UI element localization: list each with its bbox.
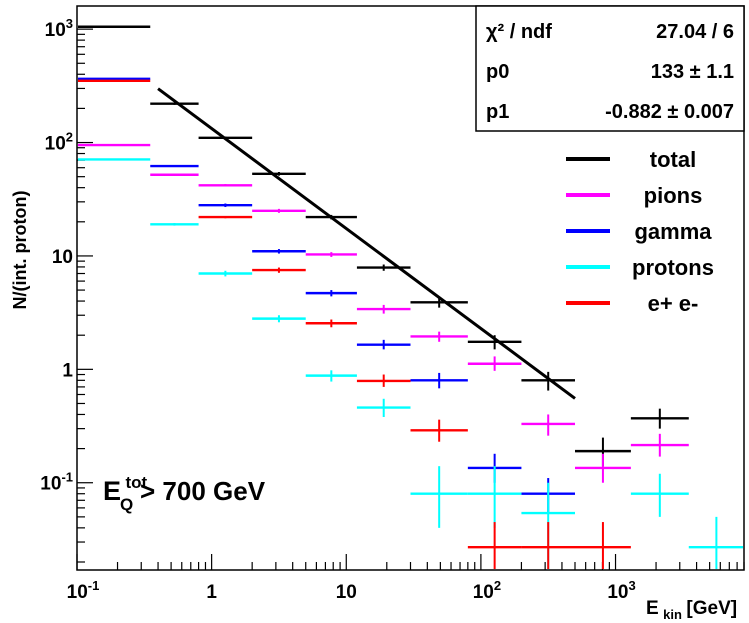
data-marks-group — [78, 25, 743, 569]
x-axis-title-main: E — [646, 598, 659, 619]
y-tick-label: 1 — [62, 360, 73, 381]
x-tick-label: 1 — [206, 582, 217, 603]
legend-label: total — [650, 147, 696, 172]
x-tick-label: 103 — [607, 578, 635, 603]
y-axis-title: N/(int. proton) — [10, 191, 30, 310]
energy-cut-superscript: tot — [125, 473, 147, 492]
legend-label: e+ e- — [648, 291, 699, 316]
legend: total pions gamma protons e+ e- — [566, 147, 714, 316]
y-tick-label: 10-1 — [40, 470, 73, 495]
x-axis-title: E kin [GeV] — [646, 598, 737, 623]
axes-group: 10-1 1 10 102 103 10-1 1 10 102 103 — [40, 16, 745, 603]
legend-label: protons — [632, 255, 714, 280]
x-tick-label: 102 — [473, 578, 501, 603]
x-tick-label: 10-1 — [67, 578, 100, 603]
series-gamma — [78, 77, 576, 513]
series-protons — [78, 158, 743, 569]
power-law-fit-line — [157, 87, 576, 400]
x-axis-title-unit: [GeV] — [686, 598, 737, 619]
stats-value-chi2: 27.04 / 6 — [656, 21, 734, 43]
series-pions — [78, 143, 689, 483]
energy-cut-annotation: E tot Q > 700 GeV — [103, 473, 266, 514]
y-tick-label: 102 — [45, 130, 73, 155]
stats-label-p1: p1 — [486, 101, 509, 123]
legend-label: gamma — [634, 219, 712, 244]
stats-box-frame — [475, 5, 745, 132]
stats-label-chi2: χ² / ndf — [486, 21, 552, 43]
energy-cut-value: > 700 GeV — [140, 476, 266, 506]
stats-label-p0: p0 — [486, 61, 509, 83]
energy-cut-subscript: Q — [120, 495, 133, 514]
y-tick-label: 103 — [45, 16, 73, 41]
energy-cut-symbol: E — [103, 476, 121, 506]
stats-value-p0: 133 ± 1.1 — [651, 61, 734, 83]
x-tick-label: 10 — [336, 582, 357, 603]
stats-value-p1: -0.882 ± 0.007 — [605, 101, 734, 123]
x-axis-title-sub: kin — [663, 607, 682, 622]
stats-box: χ² / ndf 27.04 / 6 p0 133 ± 1.1 p1 -0.88… — [475, 5, 745, 132]
y-tick-label: 10 — [52, 247, 73, 268]
series-e-e- — [78, 79, 631, 569]
legend-label: pions — [644, 183, 703, 208]
